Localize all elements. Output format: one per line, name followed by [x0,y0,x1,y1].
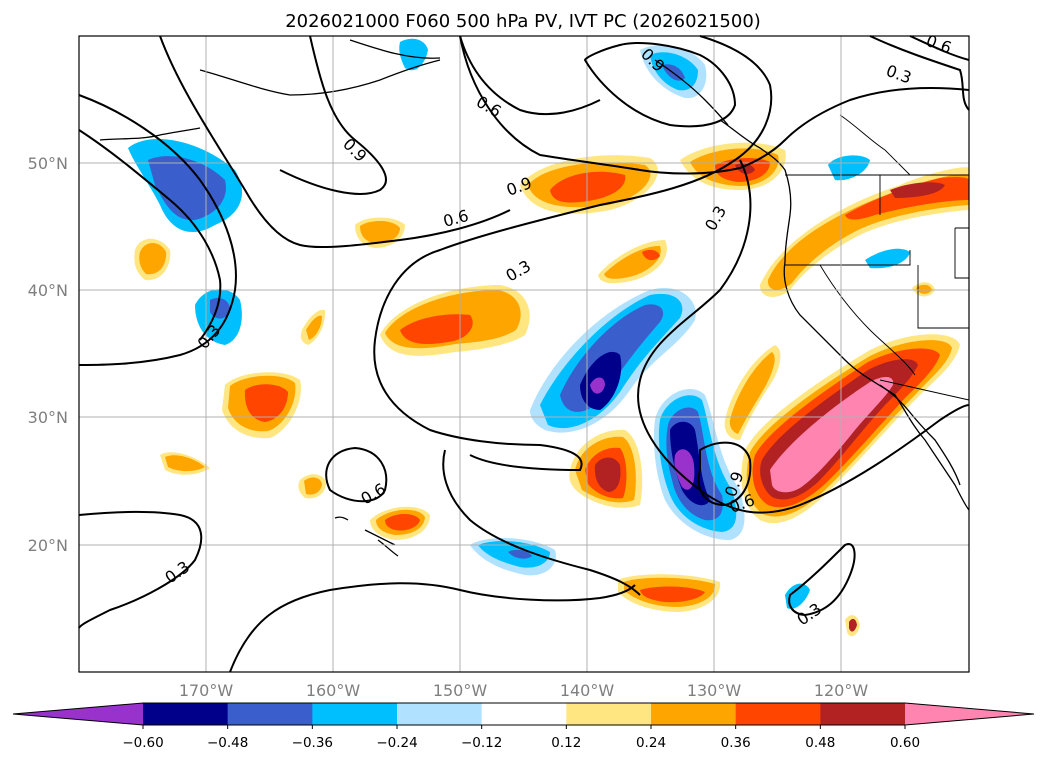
colorbar-segment [651,703,737,725]
lon-label-140w: 140°W [560,681,615,700]
colorbar-extend-low [13,703,143,725]
colorbar-tick-label: 0.48 [805,735,835,751]
colorbar-segment [397,703,483,725]
positive-anomaly-north-east [680,142,786,190]
lon-label-160w: 160°W [306,681,361,700]
colorbar-tick-label: −0.60 [122,735,163,751]
colorbar-tick-label: −0.36 [292,735,333,751]
colorbar-segment [735,703,821,725]
gridlines [79,36,969,672]
positive-anomaly-center-west [380,285,530,356]
colorbar-tick-label: 0.12 [551,735,581,751]
lat-label-40n: 40°N [28,281,68,300]
lat-label-20n: 20°N [28,536,68,555]
lon-label-130w: 130°W [687,681,742,700]
colorbar-tick-label: −0.12 [461,735,502,751]
colorbar-extend-high [905,703,1034,725]
colorbar-segment [312,703,398,725]
negative-anomaly-east [399,38,910,609]
colorbar-segment [227,703,313,725]
map-background [79,36,969,672]
colorbar-tick-label: 0.36 [721,735,751,751]
negative-anomaly-central [530,288,696,433]
colorbar: −0.60 −0.48 −0.36 −0.24 −0.12 0.12 0.24 0.36 0.4… [12,702,1035,751]
colorbar-tick-label: −0.24 [376,735,417,751]
colorbar-segment [143,703,229,725]
lon-label-150w: 150°W [433,681,488,700]
lat-label-30n: 30°N [28,408,68,427]
lon-label-120w: 120°W [814,681,869,700]
coastlines [99,39,970,557]
colorbar-tick-label: 0.60 [890,735,920,751]
negative-anomaly-small-2 [470,538,556,576]
map-frame [78,35,970,673]
lon-label-170w: 170°W [179,681,234,700]
colorbar-segment [566,703,652,725]
borders [785,114,970,401]
colorbar-tick-label: 0.24 [636,735,666,751]
colorbar-tick-label: −0.48 [207,735,248,751]
lat-label-50n: 50°N [28,154,68,173]
longitude-labels: 170°W 160°W 150°W 140°W 130°W 120°W [179,681,869,700]
ivt-contours [78,35,970,673]
latitude-labels: 50°N 40°N 30°N 20°N [28,154,68,555]
colorbar-segment [820,703,906,725]
colorbar-segment [481,703,567,725]
map-title: 2026021000 F060 500 hPa PV, IVT PC (2026… [285,11,761,32]
map-panel: 0.6 0.9 0.9 0.6 0.3 0.3 0.3 0.6 0.9 0.3 … [78,31,970,673]
